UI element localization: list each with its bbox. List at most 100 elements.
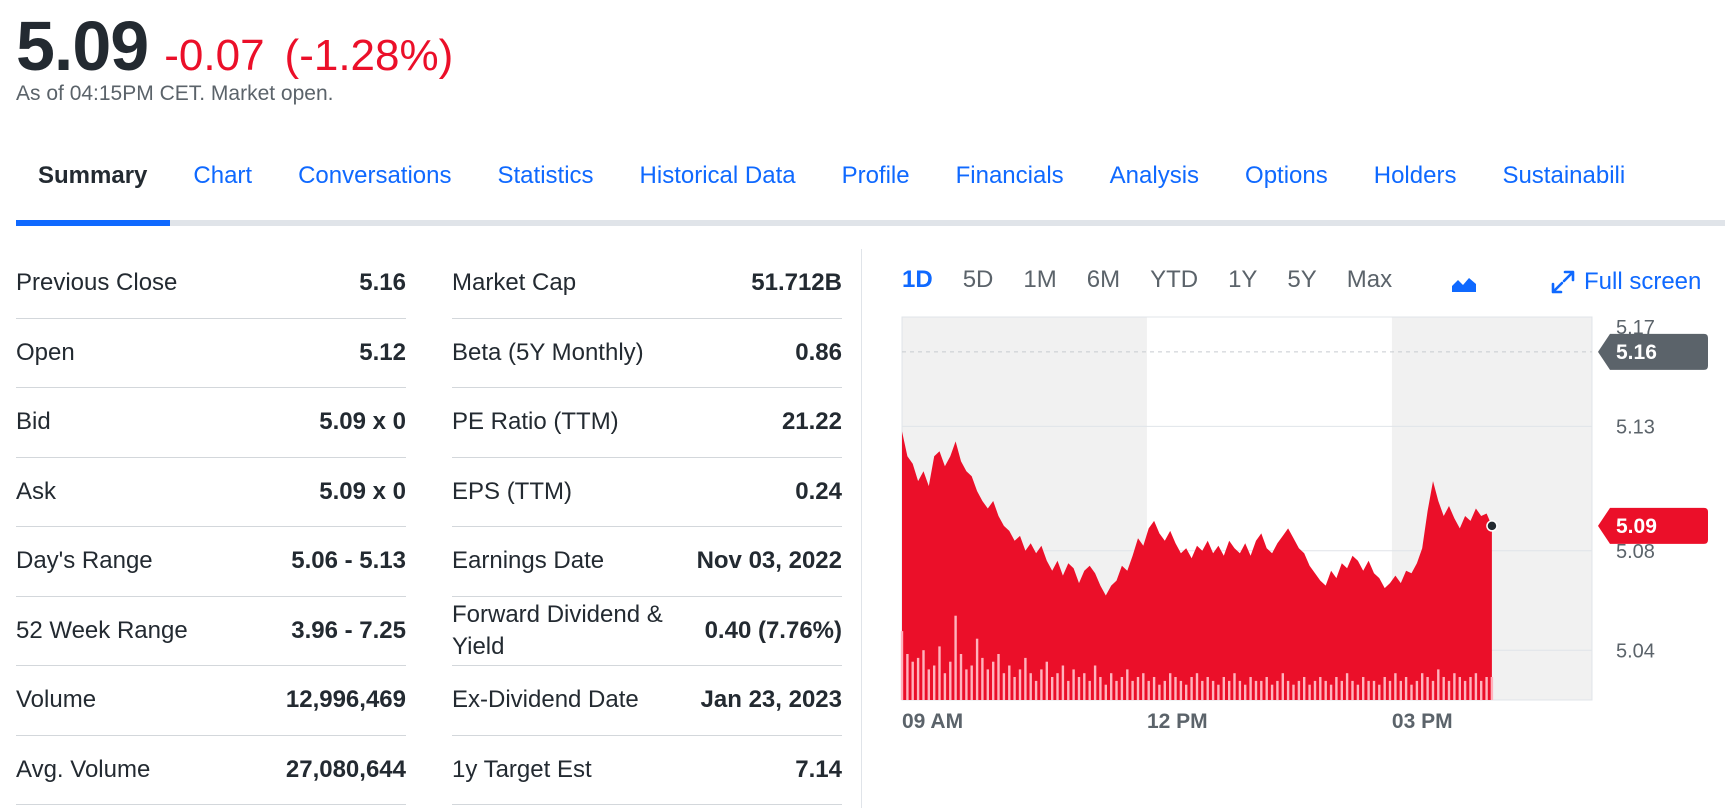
volume-bar — [1421, 673, 1424, 700]
intraday-chart[interactable]: 5.17 5.13 5.08 5.04 5.16 5.09 09 AM 12 PM 03 PM — [880, 310, 1720, 730]
volume-bar — [1254, 680, 1258, 701]
volume-bar — [1480, 680, 1483, 701]
tab-financials[interactable]: Financials — [955, 162, 1064, 189]
stat-label: Ask — [16, 477, 57, 505]
area-chart-icon[interactable] — [1450, 272, 1478, 296]
volume-bar — [1324, 680, 1327, 701]
stat-row-previous-close: Previous Close 5.16 — [16, 249, 406, 319]
stat-row-beta-5y-monthly: Beta (5Y Monthly) 0.86 — [452, 319, 842, 388]
volume-bar — [1040, 669, 1043, 700]
volume-bar — [1217, 684, 1220, 700]
volume-bar — [1303, 677, 1306, 700]
stat-row-52-week-range: 52 Week Range 3.96 - 7.25 — [16, 597, 406, 666]
volume-bar — [1388, 680, 1392, 701]
stat-value: 5.09 x 0 — [319, 408, 406, 436]
volume-bar — [1372, 680, 1376, 701]
volume-bar — [992, 661, 995, 700]
volume-bar — [1469, 677, 1472, 700]
volume-bar — [1195, 673, 1199, 700]
tab-profile[interactable]: Profile — [841, 162, 910, 189]
market-status: As of 04:15PM CET. Market open. — [16, 82, 334, 105]
volume-bar — [975, 638, 979, 700]
summary-table-left: Previous Close 5.16 Open 5.12 Bid 5.09 x 0 Ask… — [16, 249, 406, 805]
volume-bar — [1206, 677, 1209, 700]
volume-bar — [1437, 669, 1440, 700]
range-6m[interactable]: 6M — [1086, 266, 1121, 293]
volume-bar — [1228, 680, 1231, 701]
stat-label: Previous Close — [16, 269, 178, 297]
volume-bar — [954, 615, 957, 700]
volume-bar — [1142, 673, 1145, 700]
y-tick-label: 5.08 — [1616, 541, 1655, 563]
tab-chart[interactable]: Chart — [193, 162, 253, 189]
fullscreen-button[interactable]: Full screen — [1550, 268, 1701, 296]
range-1m[interactable]: 1M — [1023, 266, 1057, 293]
volume-bar — [1490, 677, 1494, 700]
volume-bar — [1345, 673, 1349, 700]
volume-bar — [1034, 680, 1038, 701]
volume-bar — [1399, 680, 1402, 701]
stat-label: Ex-Dividend Date — [452, 686, 639, 714]
volume-bar — [1088, 680, 1091, 701]
range-ytd[interactable]: YTD — [1150, 266, 1199, 293]
current-price-badge-label: 5.09 — [1616, 515, 1657, 538]
volume-bar — [1356, 684, 1360, 700]
volume-bar — [911, 661, 914, 700]
stat-row-forward-dividend-yield: Forward Dividend & Yield 0.40 (7.76%) — [452, 597, 842, 666]
stat-row-ask: Ask 5.09 x 0 — [16, 458, 406, 527]
volume-bar — [1018, 669, 1022, 700]
stat-label: Avg. Volume — [16, 755, 151, 783]
tab-options[interactable]: Options — [1245, 162, 1328, 189]
range-1d[interactable]: 1D — [902, 266, 933, 293]
range-1y[interactable]: 1Y — [1228, 266, 1258, 293]
volume-bar — [949, 661, 952, 700]
volume-bar — [1362, 677, 1365, 700]
stat-row-eps-ttm: EPS (TTM) 0.24 — [452, 458, 842, 527]
volume-bar — [900, 631, 904, 700]
volume-bar — [1115, 680, 1118, 701]
stat-label: PE Ratio (TTM) — [452, 408, 619, 436]
volume-bar — [1249, 677, 1252, 700]
volume-bar — [933, 665, 936, 700]
tab-sustainabili[interactable]: Sustainabili — [1502, 162, 1626, 189]
tab-summary[interactable]: Summary — [16, 150, 171, 226]
stat-label: Volume — [16, 686, 97, 714]
y-tick-label: 5.04 — [1616, 640, 1655, 662]
tab-analysis[interactable]: Analysis — [1109, 162, 1200, 189]
stat-label: Beta (5Y Monthly) — [452, 338, 644, 366]
volume-bar — [1008, 665, 1011, 700]
volume-bar — [938, 646, 941, 700]
volume-bar — [1297, 680, 1301, 701]
stat-row-day-s-range: Day's Range 5.06 - 5.13 — [16, 527, 406, 597]
volume-bar — [965, 669, 968, 700]
volume-bar — [1292, 684, 1295, 700]
volume-bar — [1260, 680, 1263, 701]
volume-bar — [1169, 673, 1172, 700]
volume-bar — [1179, 680, 1183, 701]
tab-conversations[interactable]: Conversations — [298, 162, 452, 189]
volume-bar — [1281, 673, 1284, 700]
quote-nav-tabs: Summary Chart Conversations Statistics Histo… — [16, 150, 1725, 226]
stat-row-market-cap: Market Cap 51.712B — [452, 249, 842, 319]
range-5y[interactable]: 5Y — [1287, 266, 1317, 293]
tab-historical-data[interactable]: Historical Data — [639, 162, 796, 189]
volume-bar — [1077, 677, 1081, 700]
volume-bar — [1002, 673, 1006, 700]
volume-bar — [1126, 669, 1129, 700]
range-5d[interactable]: 5D — [962, 266, 994, 293]
x-tick-label: 09 AM — [902, 710, 963, 730]
tab-statistics[interactable]: Statistics — [497, 162, 594, 189]
volume-bar — [1485, 677, 1488, 700]
volume-bar — [1394, 673, 1397, 700]
volume-bar — [1463, 680, 1467, 701]
price-area — [902, 431, 1492, 700]
range-max[interactable]: Max — [1346, 266, 1393, 293]
stat-label: Forward Dividend & Yield — [452, 600, 663, 660]
stat-value: 5.09 x 0 — [319, 477, 406, 505]
volume-bar — [1458, 677, 1461, 700]
volume-bar — [1222, 677, 1225, 700]
volume-bar — [1104, 684, 1107, 700]
stat-value: 5.16 — [359, 269, 406, 297]
tab-holders[interactable]: Holders — [1373, 162, 1457, 189]
volume-bar — [1083, 673, 1086, 700]
